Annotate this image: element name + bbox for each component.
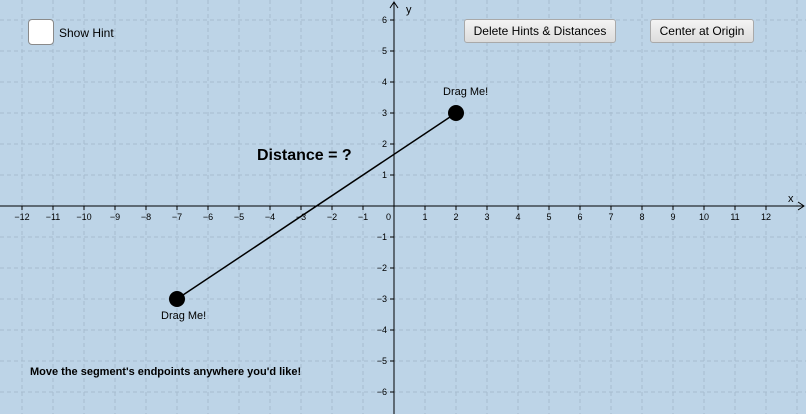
x-axis-arrow — [797, 201, 805, 211]
x-tick-label: −7 — [172, 212, 182, 222]
y-tick-label: −1 — [377, 232, 387, 242]
show-hint-label: Show Hint — [59, 26, 114, 40]
show-hint-checkbox[interactable] — [28, 19, 54, 45]
y-axis-label: y — [406, 4, 412, 16]
x-tick-label: 5 — [546, 212, 551, 222]
origin-label: 0 — [386, 212, 391, 222]
x-axis-label: x — [788, 193, 794, 205]
y-tick-label: −6 — [377, 387, 387, 397]
y-tick-label: 1 — [382, 170, 387, 180]
y-tick-label: −5 — [377, 356, 387, 366]
y-tick-label: 4 — [382, 77, 387, 87]
x-tick-label: −1 — [358, 212, 368, 222]
x-tick-label: −6 — [203, 212, 213, 222]
x-tick-label: 3 — [484, 212, 489, 222]
x-tick-label: 12 — [761, 212, 771, 222]
x-tick-label: 8 — [639, 212, 644, 222]
y-tick-label: 2 — [382, 139, 387, 149]
center-at-origin-button[interactable]: Center at Origin — [650, 19, 754, 43]
y-tick-label: −4 — [377, 325, 387, 335]
y-tick-label: −3 — [377, 294, 387, 304]
x-tick-label: −12 — [14, 212, 29, 222]
x-tick-label: 4 — [515, 212, 520, 222]
x-tick-label: −8 — [141, 212, 151, 222]
x-tick-label: 6 — [577, 212, 582, 222]
endpoint-a[interactable] — [448, 105, 464, 121]
x-tick-label: −4 — [265, 212, 275, 222]
x-tick-label: 1 — [422, 212, 427, 222]
x-tick-label: −2 — [327, 212, 337, 222]
x-tick-label: 11 — [730, 212, 739, 222]
y-axis-arrow — [389, 1, 399, 9]
drag-label-bottom: Drag Me! — [161, 310, 207, 322]
y-tick-label: −2 — [377, 263, 387, 273]
tick-labels: −12−11−10−9−8−7−6−5−4−3−2−11234567891011… — [14, 15, 771, 397]
x-tick-label: 10 — [699, 212, 709, 222]
x-tick-label: −9 — [110, 212, 120, 222]
x-tick-label: 9 — [670, 212, 675, 222]
x-tick-label: −10 — [76, 212, 91, 222]
y-tick-label: 5 — [382, 46, 387, 56]
distance-label: Distance = ? — [257, 147, 352, 164]
drag-label-top: Drag Me! — [443, 86, 489, 98]
y-tick-label: 3 — [382, 108, 387, 118]
x-tick-label: 7 — [608, 212, 613, 222]
x-tick-label: 2 — [453, 212, 458, 222]
delete-hints-button[interactable]: Delete Hints & Distances — [464, 19, 616, 43]
endpoint-b[interactable] — [169, 291, 185, 307]
x-tick-label: −11 — [46, 212, 61, 222]
segment[interactable] — [176, 112, 457, 300]
y-tick-label: 6 — [382, 15, 387, 25]
x-tick-label: −5 — [234, 212, 244, 222]
instructions-text: Move the segment's endpoints anywhere yo… — [30, 366, 302, 378]
